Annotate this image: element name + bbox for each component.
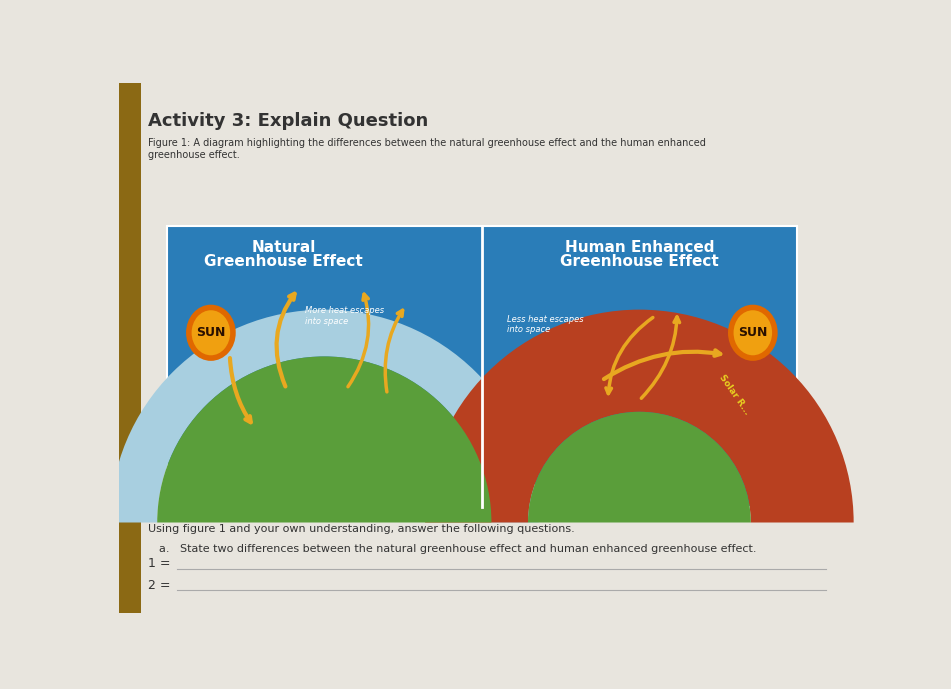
Text: a.   State two differences between the natural greenhouse effect and human enhan: a. State two differences between the nat… — [159, 544, 757, 554]
Text: greenhouse effect.: greenhouse effect. — [148, 150, 240, 161]
Ellipse shape — [730, 307, 775, 358]
Wedge shape — [110, 309, 538, 522]
Text: 2 =: 2 = — [148, 579, 171, 592]
Ellipse shape — [189, 307, 233, 358]
Bar — [166, 226, 797, 507]
Text: Activity 3: Explain Question: Activity 3: Explain Question — [148, 112, 429, 130]
Text: Using figure 1 and your own understanding, answer the following questions.: Using figure 1 and your own understandin… — [148, 524, 575, 534]
Wedge shape — [425, 309, 854, 522]
Text: 1 =: 1 = — [148, 557, 171, 570]
Text: Natural: Natural — [251, 240, 316, 255]
Text: Greenhouse Effect: Greenhouse Effect — [560, 254, 719, 269]
Text: Less heat escapes
into space: Less heat escapes into space — [507, 315, 584, 334]
Text: SUN: SUN — [196, 327, 225, 339]
Text: SUN: SUN — [738, 327, 767, 339]
Text: Human Enhanced: Human Enhanced — [565, 240, 714, 255]
Wedge shape — [157, 356, 492, 522]
Text: Greenhouse Effect: Greenhouse Effect — [204, 254, 362, 269]
Bar — [119, 83, 141, 613]
Text: Figure 1: A diagram highlighting the differences between the natural greenhouse : Figure 1: A diagram highlighting the dif… — [148, 138, 707, 148]
Text: More heat escapes
into space: More heat escapes into space — [305, 306, 384, 326]
Wedge shape — [528, 412, 750, 522]
Text: Solar R...: Solar R... — [717, 373, 751, 416]
